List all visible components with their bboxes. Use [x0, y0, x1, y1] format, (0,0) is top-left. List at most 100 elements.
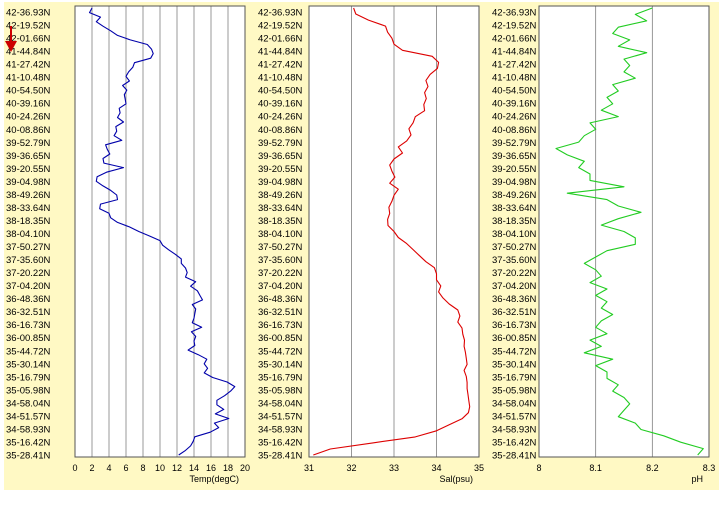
latitude-label: 39-04.98N [492, 177, 537, 188]
x-tick-label: 8 [536, 463, 541, 473]
x-tick-label: 16 [206, 463, 216, 473]
latitude-label: 34-58.93N [492, 424, 537, 435]
latitude-label: 41-44.84N [6, 47, 51, 58]
latitude-label: 34-58.93N [6, 424, 51, 435]
latitude-label: 40-39.16N [258, 99, 303, 110]
latitude-label: 35-16.42N [6, 437, 51, 448]
latitude-label: 34-58.93N [258, 424, 303, 435]
latitude-label: 35-30.14N [258, 359, 303, 370]
latitude-label: 35-28.41N [6, 451, 51, 462]
latitude-label: 38-04.10N [6, 229, 51, 240]
x-tick-label: 35 [474, 463, 484, 473]
latitude-label: 40-08.86N [258, 125, 303, 136]
latitude-label: 37-04.20N [492, 281, 537, 292]
latitude-label: 35-28.41N [492, 451, 537, 462]
latitude-label: 40-24.26N [6, 112, 51, 123]
frame-layer [74, 5, 710, 458]
latitude-label: 42-19.52N [492, 21, 537, 32]
x-tick-label: 8.2 [646, 463, 659, 473]
latitude-label: 41-10.48N [6, 73, 51, 84]
x-tick-label: 34 [431, 463, 441, 473]
latitude-label: 35-30.14N [6, 359, 51, 370]
latitude-label: 41-27.42N [492, 60, 537, 71]
latitude-label: 42-36.93N [258, 8, 303, 19]
latitude-label: 39-20.55N [6, 164, 51, 175]
latitude-label: 35-16.42N [258, 437, 303, 448]
x-tick-label: 8.3 [703, 463, 716, 473]
x-tick-label: 8.1 [589, 463, 602, 473]
latitude-label: 40-54.50N [258, 86, 303, 97]
latitude-label: 35-16.79N [6, 372, 51, 383]
latitude-label: 37-20.22N [6, 268, 51, 279]
x-tick-label: 10 [155, 463, 165, 473]
latitude-label: 42-01.66N [492, 34, 537, 45]
x-tick-label: 6 [123, 463, 128, 473]
latitude-label: 40-08.86N [6, 125, 51, 136]
x-tick-label: 2 [89, 463, 94, 473]
latitude-label: 40-39.16N [6, 99, 51, 110]
series-line [88, 7, 236, 456]
latitude-label: 38-04.10N [258, 229, 303, 240]
latitude-label: 38-18.35N [258, 216, 303, 227]
latitude-label: 36-32.51N [6, 307, 51, 318]
latitude-label: 37-20.22N [258, 268, 303, 279]
latitude-label: 38-49.26N [6, 190, 51, 201]
latitude-label: 36-16.73N [6, 320, 51, 331]
latitude-label: 35-16.79N [492, 372, 537, 383]
latitude-label: 41-10.48N [492, 73, 537, 84]
x-axis-label: Temp(degC) [189, 474, 239, 484]
latitude-label: 35-44.72N [492, 346, 537, 357]
x-tick-label: 33 [389, 463, 399, 473]
latitude-label: 34-51.57N [258, 411, 303, 422]
x-axis-label: Sal(psu) [439, 474, 473, 484]
latitude-label: 37-20.22N [492, 268, 537, 279]
latitude-label: 42-36.93N [492, 8, 537, 19]
latitude-label: 34-51.57N [492, 411, 537, 422]
latitude-label: 37-50.27N [258, 242, 303, 253]
latitude-label: 36-00.85N [492, 333, 537, 344]
latitude-label: 34-58.04N [6, 398, 51, 409]
latitude-label: 34-58.04N [492, 398, 537, 409]
latitude-label: 38-49.26N [492, 190, 537, 201]
latitude-label: 35-05.98N [6, 385, 51, 396]
latitude-label: 39-20.55N [492, 164, 537, 175]
latitude-label: 36-48.36N [492, 294, 537, 305]
latitude-label: 39-36.65N [258, 151, 303, 162]
latitude-label: 38-33.64N [258, 203, 303, 214]
latitude-label: 36-32.51N [258, 307, 303, 318]
latitude-label: 41-27.42N [6, 60, 51, 71]
x-axis-label: pH [691, 474, 703, 484]
latitude-label: 34-51.57N [6, 411, 51, 422]
x-tick-label: 4 [106, 463, 111, 473]
latitude-label: 38-18.35N [492, 216, 537, 227]
latitude-label: 38-49.26N [258, 190, 303, 201]
x-tick-label: 12 [172, 463, 182, 473]
latitude-label: 35-16.42N [492, 437, 537, 448]
plot-frame [308, 5, 480, 458]
latitude-label: 35-28.41N [258, 451, 303, 462]
latitude-label: 39-52.79N [6, 138, 51, 149]
latitude-label: 39-52.79N [258, 138, 303, 149]
latitude-label: 41-44.84N [492, 47, 537, 58]
latitude-label: 40-08.86N [492, 125, 537, 136]
x-tick-label: 31 [304, 463, 314, 473]
x-tick-label: 14 [189, 463, 199, 473]
latitude-label: 35-16.79N [258, 372, 303, 383]
latitude-label: 36-32.51N [492, 307, 537, 318]
latitude-label: 39-52.79N [492, 138, 537, 149]
latitude-label: 36-48.36N [258, 294, 303, 305]
latitude-label: 37-04.20N [6, 281, 51, 292]
latitude-label: 40-24.26N [258, 112, 303, 123]
latitude-label: 35-05.98N [492, 385, 537, 396]
latitude-label: 40-54.50N [6, 86, 51, 97]
latitude-label: 42-36.93N [6, 8, 51, 19]
latitude-label: 35-44.72N [6, 346, 51, 357]
series-layer [88, 7, 704, 456]
x-tick-label: 32 [346, 463, 356, 473]
latitude-label: 39-04.98N [258, 177, 303, 188]
latitude-label: 42-19.52N [6, 21, 51, 32]
latitude-label: 41-10.48N [258, 73, 303, 84]
